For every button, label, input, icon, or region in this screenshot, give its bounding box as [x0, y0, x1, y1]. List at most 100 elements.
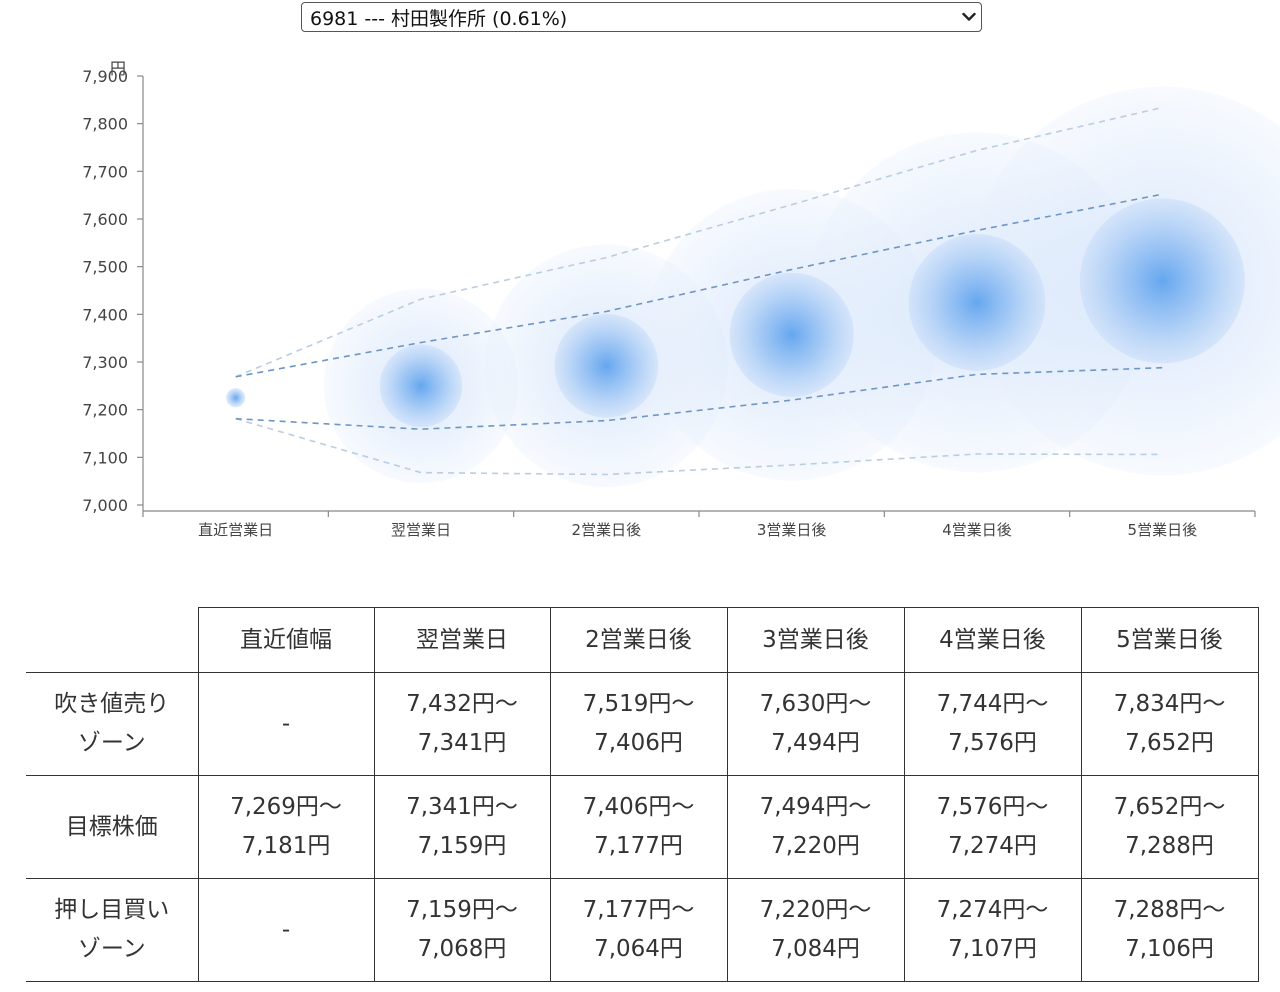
table-cell: 7,576円〜 7,274円 [903, 775, 1082, 879]
table-header-row: 直近値幅 翌営業日 2営業日後 3営業日後 4営業日後 5営業日後 [26, 607, 1259, 673]
target-bubble [908, 234, 1046, 371]
y-tick-label: 7,900 [82, 67, 128, 86]
table-cell: 7,274円〜 7,107円 [903, 878, 1082, 982]
y-tick-label: 7,700 [82, 162, 128, 181]
range-lines [235, 106, 1163, 476]
cell-value: 7,068円 [417, 936, 507, 962]
cell-value: 7,576円 [948, 730, 1037, 756]
cell-value: 7,274円 [948, 833, 1037, 859]
cell-value: 7,744円〜 [936, 691, 1049, 717]
stock-select[interactable]: 6981 --- 村田製作所 (0.61%) [301, 2, 982, 32]
cell-value: 7,494円 [771, 730, 860, 756]
cell-value: 7,159円〜 [406, 897, 518, 923]
target-bubble [1079, 198, 1245, 364]
target-upper-line [235, 193, 1163, 378]
table-cell: 7,177円〜 7,064円 [549, 878, 728, 982]
table-cell: 7,220円〜 7,084円 [726, 878, 905, 982]
cell-value: 7,288円〜 [1113, 897, 1226, 923]
x-tick-label: 3営業日後 [757, 521, 827, 539]
cell-value: 7,269円〜 [230, 794, 342, 820]
row-header: 押し目買い ゾーン [26, 878, 199, 982]
y-unit-label: 円 [110, 59, 126, 78]
table-cell: 7,159円〜 7,068円 [373, 878, 551, 982]
y-tick-label: 7,100 [82, 448, 128, 467]
header-blank [26, 607, 199, 673]
cell-value: 7,341円〜 [406, 794, 518, 820]
cell-value: 7,652円 [1125, 730, 1214, 756]
y-tick-label: 7,400 [82, 305, 128, 324]
y-tick-label: 7,500 [82, 258, 128, 277]
column-header: 直近値幅 [197, 607, 375, 673]
target-bubble [729, 272, 854, 397]
x-tick-label: 4営業日後 [942, 521, 1012, 539]
target-bubble [226, 388, 246, 408]
cell-value: 7,177円〜 [582, 897, 695, 923]
table-cell: 7,406円〜 7,177円 [549, 775, 728, 879]
outer-upper-line [235, 106, 1163, 378]
cell-value: 7,406円〜 [582, 794, 695, 820]
table-cell: 7,652円〜 7,288円 [1080, 775, 1259, 879]
table-cell: 7,269円〜 7,181円 [197, 775, 375, 879]
table-cell: 7,744円〜 7,576円 [903, 672, 1082, 776]
y-tick-label: 7,300 [82, 353, 128, 372]
cell-value: 7,181円 [241, 833, 331, 859]
table-cell: 7,519円〜 7,406円 [549, 672, 728, 776]
cell-value: 7,494円〜 [759, 794, 872, 820]
x-tick-label: 直近営業日 [198, 521, 273, 539]
cell-value: 7,341円 [417, 730, 507, 756]
cell-value: 7,432円〜 [406, 691, 518, 717]
cell-value: 7,274円〜 [936, 897, 1049, 923]
column-header: 翌営業日 [373, 607, 551, 673]
cell-value: 7,630円〜 [759, 691, 872, 717]
axes: 7,000 7,100 7,200 7,300 7,400 7,500 7,600 7,700… [82, 59, 1256, 539]
cell-value: 7,177円 [594, 833, 683, 859]
forecast-chart: 7,000 7,100 7,200 7,300 7,400 7,500 7,600 7,700… [82, 59, 1280, 539]
row-header: 吹き値売り ゾーン [26, 672, 199, 776]
table-row: 押し目買い ゾーン - 7,159円〜 7,068円 7,177円〜 7,064円 7,220… [26, 878, 1259, 982]
cell-value: 7,652円〜 [1113, 794, 1226, 820]
row-header-line: 押し目買い [54, 897, 170, 923]
inner-bubbles [226, 198, 1245, 428]
y-tick-label: 7,800 [82, 115, 128, 134]
cell-value: - [281, 710, 291, 737]
table-body: 吹き値売り ゾーン - 7,432円〜 7,341円 7,519円〜 7,406円 7,630… [26, 672, 1259, 982]
column-header: 5営業日後 [1080, 607, 1259, 673]
cell-value: 7,576円〜 [936, 794, 1049, 820]
table-cell: - [197, 672, 375, 776]
table-row: 吹き値売り ゾーン - 7,432円〜 7,341円 7,519円〜 7,406円 7,630… [26, 672, 1259, 776]
y-tick-label: 7,600 [82, 210, 128, 229]
cell-value: - [281, 916, 291, 943]
table-cell: 7,834円〜 7,652円 [1080, 672, 1259, 776]
cell-value: 7,406円 [594, 730, 683, 756]
row-header-line: ゾーン [77, 730, 146, 756]
zones-table: 直近値幅 翌営業日 2営業日後 3営業日後 4営業日後 5営業日後 吹き値売りゾーン - 7,… [26, 607, 1259, 982]
cell-value: 7,834円〜 [1113, 691, 1226, 717]
cell-value: 7,084円 [771, 936, 860, 962]
x-tick-label: 翌営業日 [391, 521, 451, 539]
table-cell: 7,630円〜 7,494円 [726, 672, 905, 776]
column-header: 2営業日後 [549, 607, 728, 673]
row-header-line: ゾーン [77, 936, 146, 962]
cell-value: 7,159円 [417, 833, 507, 859]
cell-value: 7,107円 [948, 936, 1037, 962]
row-header-line: 吹き値売り [54, 691, 170, 717]
cell-value: 7,220円 [771, 833, 860, 859]
target-bubble [554, 313, 659, 418]
column-header: 3営業日後 [726, 607, 905, 673]
cell-value: 7,106円 [1125, 936, 1214, 962]
table-cell: - [197, 878, 375, 982]
table-cell: 7,341円〜 7,159円 [373, 775, 551, 879]
x-tick-label: 5営業日後 [1128, 521, 1198, 539]
row-header: 目標株価 [26, 775, 199, 879]
column-header: 4営業日後 [903, 607, 1082, 673]
table-cell: 7,432円〜 7,341円 [373, 672, 551, 776]
y-tick-label: 7,000 [82, 496, 128, 515]
table-cell: 7,494円〜 7,220円 [726, 775, 905, 879]
stock-select-value: 6981 --- 村田製作所 (0.61%) [310, 7, 568, 30]
y-tick-label: 7,200 [82, 401, 128, 420]
chevron-down-icon[interactable] [957, 2, 981, 32]
row-header-line: 目標株価 [65, 813, 158, 840]
cell-value: 7,288円 [1125, 833, 1214, 859]
x-tick-label: 2営業日後 [572, 521, 642, 539]
cell-value: 7,220円〜 [759, 897, 872, 923]
